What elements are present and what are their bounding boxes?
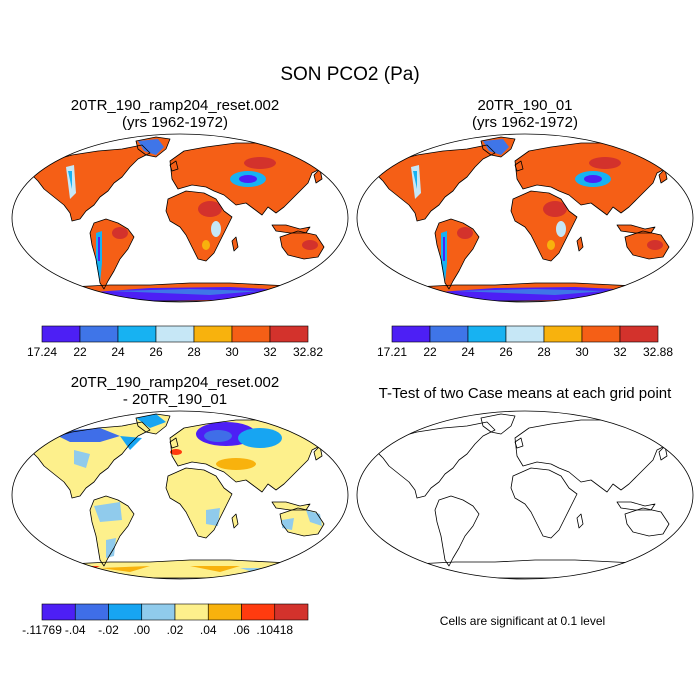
land-japan [314,169,322,183]
panel-3-title-line2: - 20TR_190_01 [122,391,228,409]
colorbar-label-4: 28 [537,345,551,359]
colorbar-box-3 [155,325,195,343]
colorbar-label-4: .02 [167,623,184,637]
colorbar-label-5: 30 [575,345,589,359]
land-uk [170,438,178,448]
colorbar-box-7 [274,603,309,621]
land-northAmerica [375,145,495,221]
panel-4-title-line1: T-Test of two Case means at each grid po… [378,385,672,402]
map-panel-3 [11,410,349,580]
colorbar-label-3: 26 [149,345,163,359]
colorbar-label-6: 32 [613,345,627,359]
colorbar-label-7: 32.82 [293,345,323,359]
colorbar-label-1: 22 [423,345,437,359]
panel-1-title-line1: 20TR_190_ramp204_reset.002 [70,97,280,114]
colorbar-box-1 [74,603,109,621]
colorbar-box-6 [269,325,309,343]
colorbar-box-0 [41,603,76,621]
colorbar-box-4 [543,325,583,343]
colorbar-box-3 [141,603,176,621]
colorbar-label-4: 28 [187,345,201,359]
colorbar-label-0: -.11769 [22,623,62,637]
colorbar-box-2 [117,325,157,343]
land-indonesia [272,225,310,233]
colorbar-label-3: .00 [133,623,150,637]
colorbar-box-1 [429,325,469,343]
colorbar-panel-2: 17.21 22 24 26 28 30 32 32.88 [377,325,673,359]
panel-2-title: 20TR_190_01 (yrs 1962-1972) [350,97,700,132]
colorbar-label-6: 32 [263,345,277,359]
colorbar-panel-1: 17.24 22 24 26 28 30 32 32.82 [27,325,323,359]
colorbar-label-1: 22 [73,345,87,359]
colorbar-box-2 [467,325,507,343]
colorbar-label-5: 30 [225,345,239,359]
colorbar-label-0: 17.21 [377,345,407,359]
panel-4-title: T-Test of two Case means at each grid po… [350,385,700,402]
land-newzealand [332,253,338,265]
colorbar-box-3 [505,325,545,343]
land-japan [314,446,322,460]
map-panel-4 [356,410,694,580]
map-border [356,410,694,580]
land-indonesia [617,225,655,233]
land-uk [515,161,523,171]
colorbar-box-6 [619,325,659,343]
colorbar-box-5 [231,325,271,343]
colorbar-label-1: -.04 [65,623,86,637]
land-northAmerica [30,422,150,498]
panel-2-title-line2: (yrs 1962-1972) [472,114,578,132]
map-border [11,133,349,303]
panel-3-title: 20TR_190_ramp204_reset.002 - 20TR_190_01 [0,374,350,409]
land-newzealand [332,530,338,542]
colorbar-label-0: 17.24 [27,345,57,359]
map-border [356,133,694,303]
colorbar-box-4 [174,603,209,621]
figure-title: SON PCO2 (Pa) [280,64,420,85]
colorbar-label-2: 24 [111,345,125,359]
colorbar-label-3: 26 [499,345,513,359]
colorbar-label-7: .10418 [256,623,293,637]
colorbar-label-5: .04 [200,623,217,637]
panel-2-title-line1: 20TR_190_01 [477,97,573,114]
colorbar-box-5 [581,325,621,343]
land-newzealand [677,253,683,265]
land-uk [170,161,178,171]
map-panel-2 [356,133,694,303]
land-indonesia [272,502,310,510]
land-northAmerica [30,145,150,221]
colorbar-label-2: 24 [461,345,475,359]
panel-3-title-line1: 20TR_190_ramp204_reset.002 [70,374,280,391]
land-japan [659,169,667,183]
colorbar-panel-3: -.11769 -.04 -.02 .00 .02 .04 .06 .10418 [22,603,309,637]
colorbar-box-5 [207,603,242,621]
colorbar-label-7: 32.88 [643,345,673,359]
colorbar-box-0 [391,325,431,343]
colorbar-box-2 [108,603,143,621]
colorbar-label-6: .06 [233,623,250,637]
map-panel-1 [11,133,349,303]
map-border [11,410,349,580]
significance-note: Cells are significant at 0.1 level [439,614,606,628]
panel-1-title-line2: (yrs 1962-1972) [122,114,228,132]
colorbar-box-0 [41,325,81,343]
colorbar-box-4 [193,325,233,343]
colorbar-box-1 [79,325,119,343]
colorbar-box-6 [241,603,276,621]
colorbar-label-2: -.02 [98,623,119,637]
panel-1-title: 20TR_190_ramp204_reset.002 (yrs 1962-197… [0,97,350,132]
